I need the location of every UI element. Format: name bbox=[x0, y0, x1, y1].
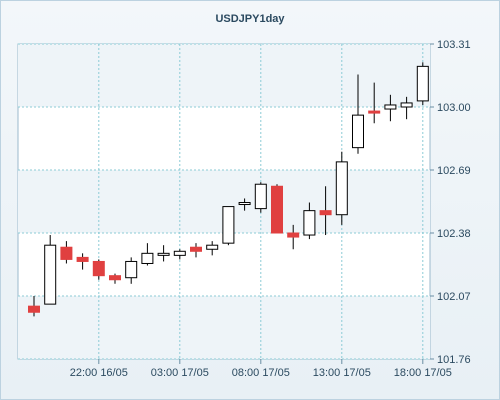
candle-body-up bbox=[303, 210, 316, 236]
candle-body-down bbox=[368, 110, 381, 114]
candle-body-down bbox=[190, 246, 202, 252]
candles bbox=[28, 62, 429, 317]
candle-body-down bbox=[109, 275, 121, 281]
candle-body-up bbox=[335, 161, 348, 216]
candle-body-up bbox=[222, 206, 235, 244]
y-axis: 103.31 103.00 102.69 102.38 102.07 101.76 bbox=[430, 39, 471, 366]
plot-bands bbox=[18, 44, 430, 359]
candle-body-up bbox=[416, 65, 429, 102]
x-tick-label: 18:00 17/05 bbox=[394, 367, 452, 379]
candle-body-down bbox=[76, 256, 89, 262]
x-tick-label: 03:00 17/05 bbox=[151, 367, 209, 379]
candle-body-up bbox=[173, 250, 186, 256]
y-tick-label: 103.00 bbox=[437, 102, 471, 114]
candle-body-up bbox=[384, 104, 397, 110]
x-tick-label: 08:00 17/05 bbox=[232, 367, 290, 379]
x-axis: 22:00 16/05 03:00 17/05 08:00 17/05 13:00 1… bbox=[70, 359, 452, 379]
x-tick-label: 13:00 17/05 bbox=[313, 367, 371, 379]
plot-band bbox=[18, 296, 430, 359]
candle-body-up bbox=[254, 183, 267, 210]
candle-body-up bbox=[125, 260, 138, 279]
y-tick-label: 102.38 bbox=[437, 228, 471, 240]
candle-body-down bbox=[287, 232, 300, 238]
candle-body-up bbox=[206, 244, 219, 250]
candle-body-down bbox=[271, 185, 283, 234]
candle-body-up bbox=[400, 102, 413, 108]
y-tick-label: 102.69 bbox=[437, 165, 471, 177]
candle-body-up bbox=[352, 114, 364, 149]
candle-body-down bbox=[319, 210, 332, 216]
candle-body-down bbox=[92, 260, 105, 277]
plot-band bbox=[18, 44, 430, 107]
x-tick-label: 22:00 16/05 bbox=[70, 367, 128, 379]
y-tick-label: 101.76 bbox=[437, 354, 471, 366]
candle-body-down bbox=[60, 246, 73, 260]
candle-body-up bbox=[157, 252, 170, 256]
chart-title: USDJPY1day bbox=[215, 13, 285, 25]
candle-body-down bbox=[28, 305, 40, 313]
y-tick-label: 102.07 bbox=[437, 291, 471, 303]
y-tick-label: 103.31 bbox=[437, 39, 471, 51]
candle-body-up bbox=[44, 244, 57, 305]
candle-body-up bbox=[141, 252, 154, 264]
candle-body-up bbox=[238, 202, 251, 206]
